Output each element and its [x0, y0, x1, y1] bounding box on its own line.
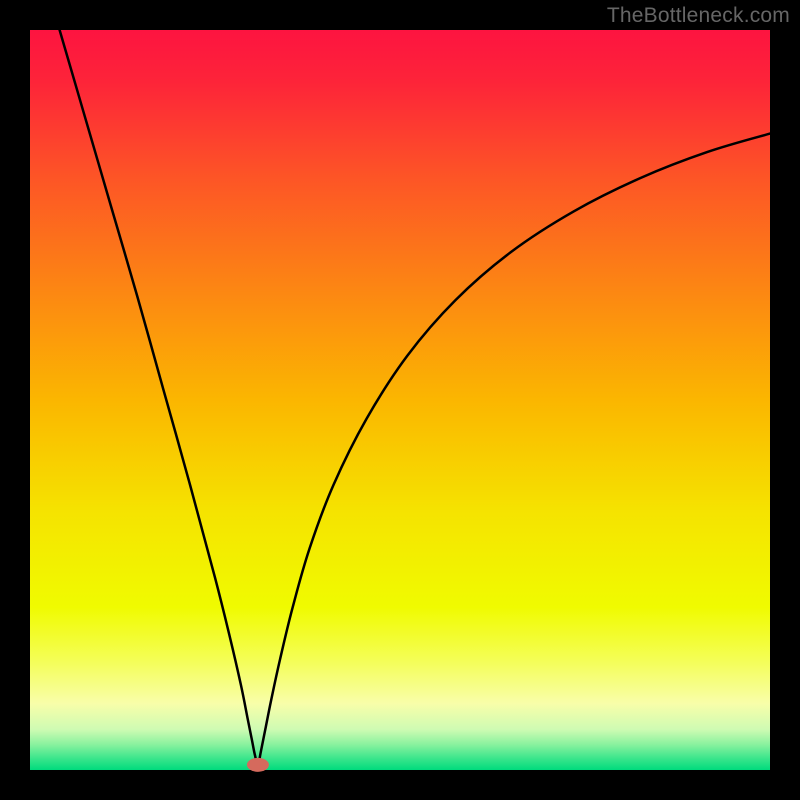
watermark-text: TheBottleneck.com — [607, 4, 790, 28]
chart-frame: TheBottleneck.com — [0, 0, 800, 800]
chart-svg — [0, 0, 800, 800]
notch-marker — [247, 758, 269, 772]
plot-background — [30, 30, 770, 770]
